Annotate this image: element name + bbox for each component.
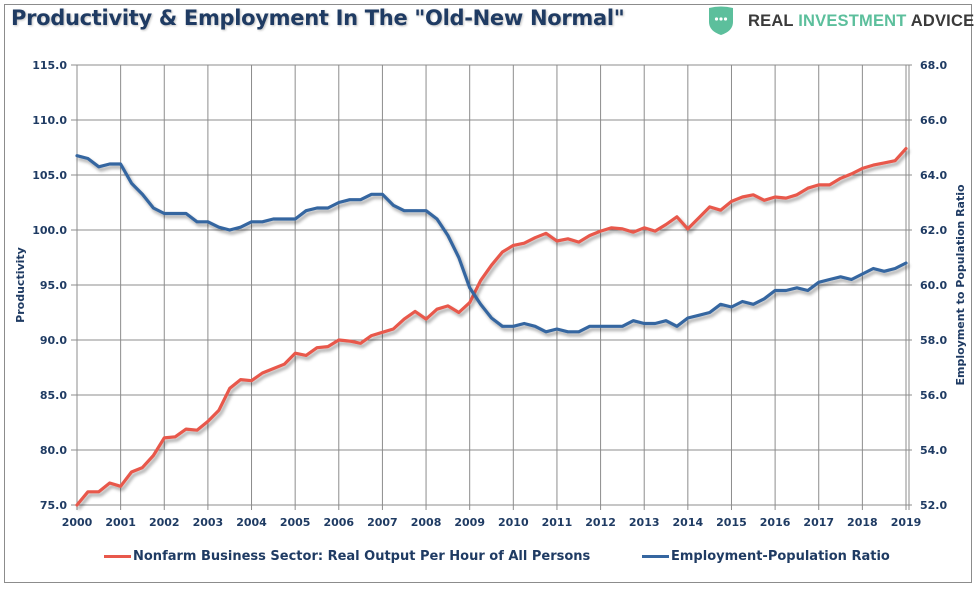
legend-label-productivity: Nonfarm Business Sector: Real Output Per… (133, 549, 591, 564)
legend-item-productivity: Nonfarm Business Sector: Real Output Per… (104, 549, 590, 564)
x-tick-label: 2004 (236, 516, 267, 529)
x-tick-label: 2009 (454, 516, 485, 529)
left-tick-label: 95.0 (40, 279, 67, 292)
x-tick-label: 2018 (847, 516, 878, 529)
logo-word-advice: ADVICE (910, 11, 975, 30)
x-axis-ticks: 2000 2001 2002 2003 2004 2005 2006 2007 2008 2009… (62, 516, 922, 529)
right-tick-label: 60.0 (920, 279, 947, 292)
gridlines (71, 64, 912, 510)
legend-swatch-productivity (104, 555, 131, 558)
x-tick-label: 2017 (803, 516, 834, 529)
x-tick-label: 2006 (323, 516, 354, 529)
shield-dots-icon (709, 6, 733, 35)
x-tick-label: 2002 (149, 516, 180, 529)
x-tick-label: 2005 (280, 516, 311, 529)
right-axis-title: Employment to Population Ratio (954, 184, 967, 386)
legend-label-employment: Employment-Population Ratio (671, 549, 890, 564)
series-lines (75, 147, 908, 507)
chart-frame (4, 4, 972, 583)
x-tick-label: 2000 (62, 516, 93, 529)
right-tick-label: 68.0 (920, 59, 947, 72)
x-tick-label: 2011 (542, 516, 573, 529)
logo-wordmark: REAL INVESTMENT ADVICE (748, 12, 974, 31)
x-tick-label: 2015 (716, 516, 747, 529)
x-tick-label: 2014 (673, 516, 704, 529)
x-tick-label: 2010 (498, 516, 529, 529)
series-line-employment (75, 154, 908, 334)
left-tick-label: 115.0 (32, 59, 67, 72)
left-tick-label: 100.0 (32, 224, 67, 237)
left-tick-label: 85.0 (40, 389, 67, 402)
logo: REAL INVESTMENT ADVICE (708, 6, 974, 36)
x-tick-label: 2007 (367, 516, 398, 529)
right-tick-label: 56.0 (920, 389, 947, 402)
left-tick-label: 105.0 (32, 169, 67, 182)
left-tick-label: 110.0 (32, 114, 67, 127)
right-tick-label: 54.0 (920, 444, 947, 457)
x-tick-label: 2019 (891, 516, 922, 529)
right-axis-ticks: 52.0 54.0 56.0 58.0 60.0 62.0 64.0 66.0 68.0 (920, 59, 947, 512)
logo-word-investment: INVESTMENT (798, 11, 907, 30)
x-tick-label: 2003 (193, 516, 224, 529)
x-tick-label: 2013 (629, 516, 660, 529)
right-tick-label: 66.0 (920, 114, 947, 127)
left-tick-label: 75.0 (40, 499, 67, 512)
series-line-productivity (75, 147, 908, 507)
x-tick-label: 2008 (411, 516, 442, 529)
x-tick-label: 2001 (105, 516, 136, 529)
left-tick-label: 80.0 (40, 444, 67, 457)
left-axis-title: Productivity (14, 247, 27, 323)
legend-swatch-employment (642, 555, 669, 558)
right-tick-label: 58.0 (920, 334, 947, 347)
right-tick-label: 64.0 (920, 169, 947, 182)
legend-item-employment: Employment-Population Ratio (642, 549, 890, 564)
x-tick-label: 2016 (760, 516, 791, 529)
x-tick-label: 2012 (585, 516, 616, 529)
logo-word-real: REAL (748, 11, 794, 30)
chart-title: Productivity & Employment In The "Old-Ne… (11, 6, 625, 30)
left-axis-ticks: 75.0 80.0 85.0 90.0 95.0 100.0 105.0 110.0 115.0 (32, 59, 67, 512)
left-tick-label: 90.0 (40, 334, 67, 347)
right-tick-label: 62.0 (920, 224, 947, 237)
right-tick-label: 52.0 (920, 499, 947, 512)
